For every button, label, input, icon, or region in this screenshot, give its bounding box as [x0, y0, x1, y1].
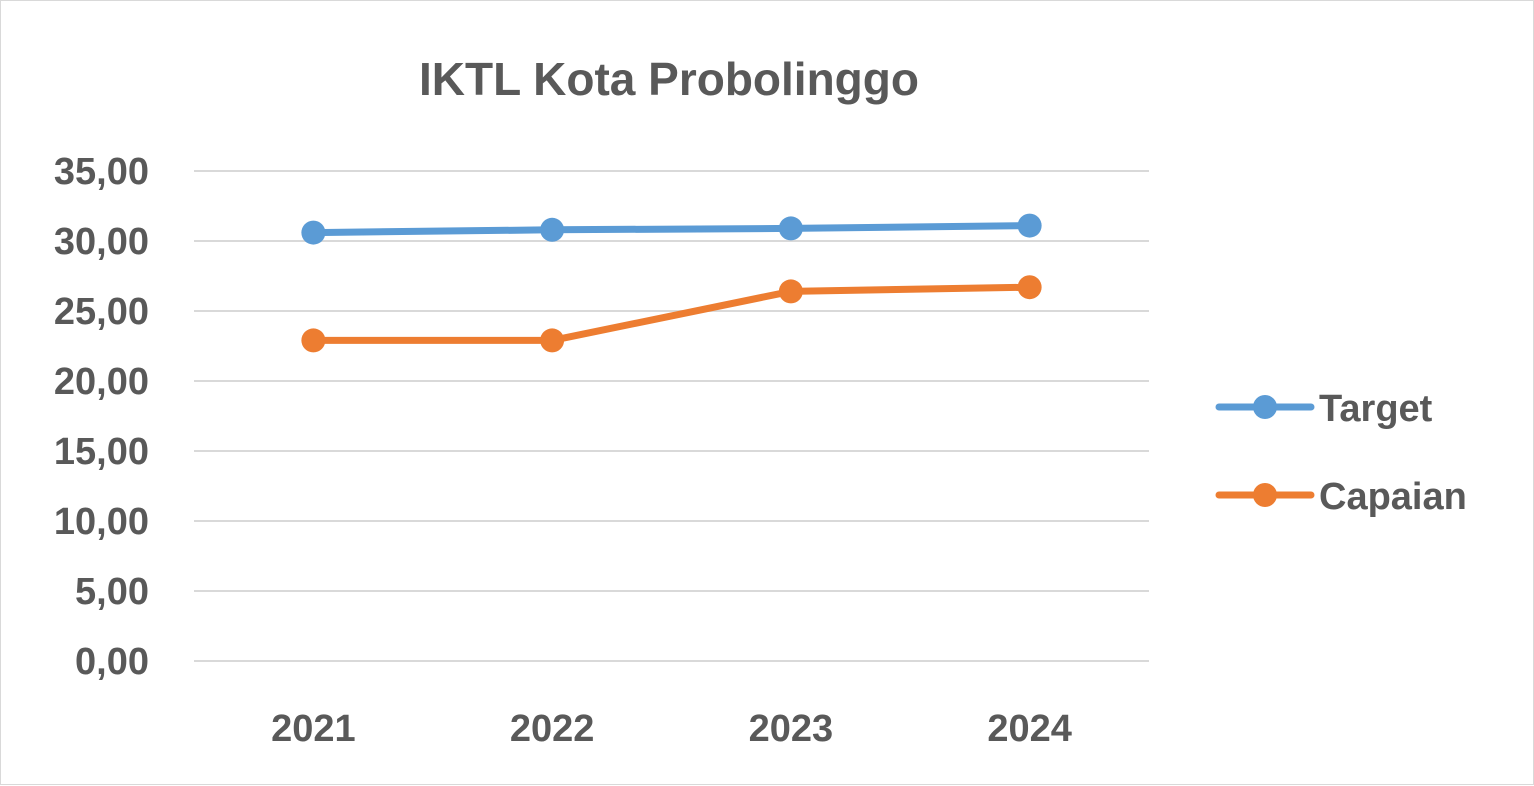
series-line: [309, 283, 1034, 344]
y-tick-label: 10,00: [54, 501, 149, 543]
legend-entry: Target: [1215, 388, 1433, 430]
y-tick-label: 20,00: [54, 361, 149, 403]
series-line: [309, 222, 1034, 237]
data-point: [778, 279, 803, 304]
y-tick-label: 30,00: [54, 221, 149, 263]
y-tick-label: 25,00: [54, 291, 149, 333]
legend-label: Target: [1319, 388, 1433, 430]
y-axis-labels: 0,00 5,00 10,00 15,00 20,00 25,00 30,00 35,00: [54, 151, 149, 683]
data-point: [778, 216, 803, 241]
chart-title: IKTL Kota Probolinggo: [419, 53, 919, 105]
data-point: [301, 328, 326, 353]
series-lines: [301, 213, 1042, 353]
data-point: [301, 220, 326, 245]
y-tick-label: 35,00: [54, 151, 149, 193]
y-tick-label: 15,00: [54, 431, 149, 473]
x-axis-labels: 2021 2022 2023 2024: [271, 708, 1072, 750]
series-capaian: [301, 275, 1042, 353]
data-point: [1017, 275, 1042, 300]
legend-marker-icon: [1253, 395, 1277, 419]
data-point: [540, 328, 565, 353]
x-tick-label: 2022: [510, 708, 595, 750]
series-target: [301, 213, 1042, 245]
y-tick-label: 5,00: [75, 571, 149, 613]
legend: Target Capaian: [1215, 388, 1467, 518]
legend-marker-icon: [1253, 483, 1277, 507]
legend-entry: Capaian: [1215, 476, 1467, 518]
x-tick-label: 2023: [749, 708, 834, 750]
data-point: [540, 217, 565, 242]
x-tick-label: 2024: [987, 708, 1072, 750]
gridlines: [194, 170, 1149, 662]
data-point: [1017, 213, 1042, 238]
y-tick-label: 0,00: [75, 641, 149, 683]
x-tick-label: 2021: [271, 708, 356, 750]
legend-label: Capaian: [1319, 476, 1467, 518]
